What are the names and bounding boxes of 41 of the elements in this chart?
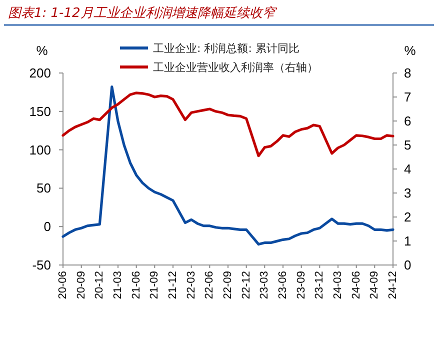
chart-title: 图表1: 1-12月工业企业利润增速降幅延续收窄 (8, 6, 278, 21)
y-tick-label: 0 (44, 219, 51, 234)
x-tick-label: 21-12 (167, 271, 179, 300)
x-tick-label: 24-03 (332, 271, 344, 300)
y2-tick-label: 4 (404, 162, 412, 176)
x-tick-label: 20-09 (75, 271, 88, 300)
y2-tick-label: 2 (404, 210, 412, 224)
y2-tick-label: 6 (404, 114, 412, 128)
x-tick-label: 21-03 (112, 271, 124, 300)
x-tick-label: 23-09 (295, 271, 308, 300)
x-tick-label: 24-06 (350, 271, 362, 300)
x-tick-label: 24-09 (368, 271, 381, 300)
y2-tick-label: 8 (404, 66, 412, 80)
legend-label: 工业企业: 利润总额: 累计同比 (153, 42, 300, 55)
y-tick-label: 150 (29, 104, 51, 119)
y-tick-label: 200 (29, 66, 51, 80)
x-tick-label: 22-06 (204, 271, 216, 300)
y2-tick-label: 7 (404, 90, 412, 104)
x-tick-label: 21-09 (148, 271, 161, 300)
y2-tick-label: 5 (404, 138, 412, 152)
line-series (62, 86, 394, 246)
y2-axis-title: % (404, 43, 416, 58)
x-tick-label: 22-03 (185, 271, 198, 300)
x-tick-label: 20-06 (57, 271, 69, 300)
y2-tick-label: 1 (404, 234, 412, 248)
x-tick-label: 23-12 (314, 271, 326, 300)
legend-label: 工业企业营业收入利润率（右轴） (153, 61, 318, 74)
y-tick-label: 50 (36, 180, 51, 196)
x-tick-label: 22-09 (222, 271, 234, 300)
x-tick-label: 23-06 (277, 271, 289, 300)
x-tick-label: 22-12 (240, 271, 252, 300)
y-tick-label: -50 (32, 258, 51, 272)
x-tick-label: 21-06 (130, 271, 142, 300)
x-tick-label: 20-12 (94, 271, 106, 300)
y-tick-label: 100 (29, 142, 51, 158)
y2-tick-label: 3 (404, 186, 412, 200)
x-tick-label: 24-12 (387, 271, 399, 300)
x-tick-label: 23-03 (258, 271, 271, 300)
y-axis-title: % (36, 43, 48, 58)
y2-tick-label: 0 (404, 258, 412, 272)
line-series (62, 92, 394, 158)
